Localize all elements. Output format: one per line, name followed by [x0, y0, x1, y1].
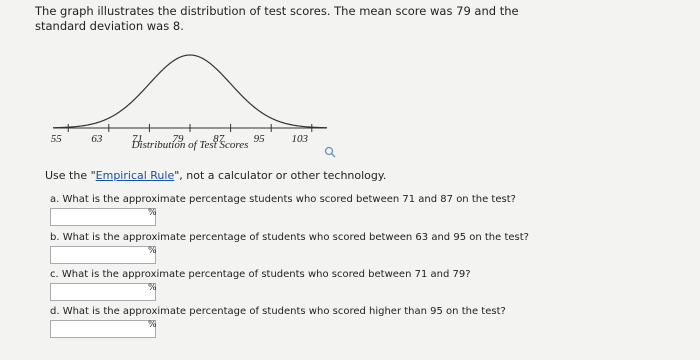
question-label: d. What is the approximate percentage of…	[50, 306, 506, 317]
intro-text: .	[180, 19, 184, 33]
empirical-rule-link[interactable]: Empirical Rule	[95, 169, 175, 182]
distribution-curve	[52, 54, 328, 129]
x-tick-label: 63	[91, 133, 103, 145]
x-axis-label: Distribution of Test Scores	[131, 139, 249, 151]
unit: %	[148, 246, 157, 256]
unit: %	[148, 283, 157, 293]
question-label: c. What is the approximate percentage of…	[50, 269, 471, 280]
instruction: Use the "Empirical Rule", not a calculat…	[45, 169, 386, 182]
x-tick-label: 95	[254, 133, 266, 145]
answer-input[interactable]	[50, 246, 156, 264]
question: c. What is the approximate percentage of…	[50, 269, 471, 301]
instruction-text: Use the "	[45, 169, 96, 182]
question: b. What is the approximate percentage of…	[50, 232, 529, 264]
x-tick-label: 79	[173, 133, 185, 145]
sd: 8	[172, 19, 181, 33]
intro-text: and the standard deviation was	[35, 4, 519, 33]
mean: 79	[456, 4, 471, 18]
x-tick-label: 87	[213, 133, 225, 145]
question: d. What is the approximate percentage of…	[50, 306, 506, 338]
question-label: a. What is the approximate percentage st…	[50, 194, 516, 205]
x-tick-label: 55	[51, 133, 63, 145]
answer-input[interactable]	[50, 283, 156, 301]
x-tick-label: 71	[132, 133, 143, 145]
answer-input[interactable]	[50, 320, 156, 338]
answer-input[interactable]	[50, 208, 156, 226]
intro-text: The graph illustrates the distribution o…	[35, 4, 453, 18]
unit: %	[148, 208, 157, 218]
unit: %	[148, 320, 157, 330]
question-label: b. What is the approximate percentage of…	[50, 232, 529, 243]
intro: The graph illustrates the distribution o…	[35, 4, 555, 34]
instruction-text: ", not a calculator or other technology.	[174, 169, 387, 182]
chart: Distribution of Test Scores 55 63 71 79 87 95…	[51, 54, 336, 158]
question: a. What is the approximate percentage st…	[50, 194, 516, 226]
x-tick-label: 103	[292, 133, 309, 145]
search-icon	[324, 146, 336, 158]
